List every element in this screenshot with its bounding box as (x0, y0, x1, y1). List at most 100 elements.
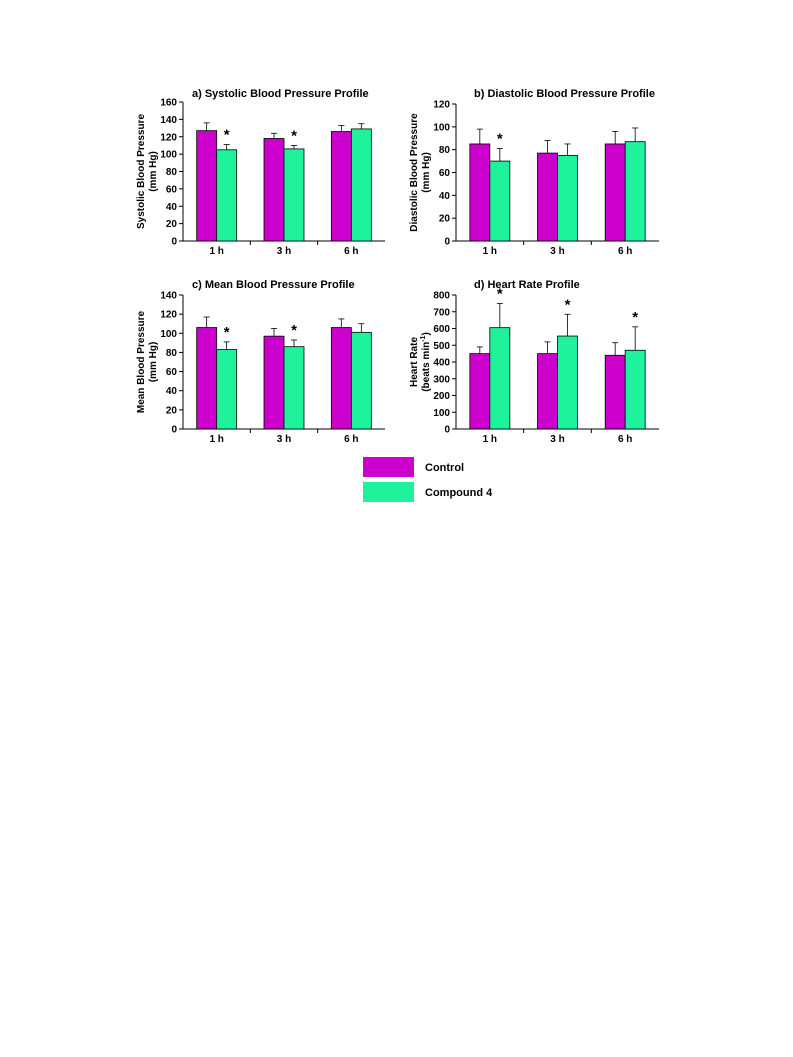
bar-compound4-6h (350, 331, 372, 430)
y-tick-label: 80 (166, 348, 178, 359)
bar-compound4-3h (283, 148, 305, 242)
y-tick-label: 140 (160, 115, 177, 126)
y-axis-label-line2: (mm Hg) (148, 342, 159, 383)
bar-compound4-6h (624, 349, 646, 430)
significance-star: * (632, 309, 638, 326)
bar-control-1h (469, 353, 491, 430)
x-tick-label: 6 h (344, 434, 358, 445)
y-tick-label: 100 (160, 329, 177, 340)
chart-title: b) Diastolic Blood Pressure Profile (474, 88, 655, 100)
bar-compound4-3h (557, 335, 578, 430)
y-axis-label: Heart Rate(beats min-1) (409, 332, 432, 392)
bar-control-1h (196, 130, 218, 242)
legend: Control Compound 4 (363, 457, 493, 502)
y-tick-label: 120 (433, 100, 450, 111)
y-axis-label-line2: (mm Hg) (421, 152, 432, 193)
x-tick-label: 6 h (618, 434, 632, 445)
y-axis-label-line1: Diastolic Blood Pressure (409, 113, 420, 232)
significance-star: * (497, 131, 503, 148)
chart-panel-a: a) Systolic Blood Pressure Profile Systol… (136, 88, 385, 257)
legend-label-compound4: Compound 4 (425, 487, 493, 499)
y-tick-label: 400 (433, 358, 450, 369)
x-tick-label: 1 h (209, 434, 223, 445)
y-tick-label: 300 (433, 374, 450, 385)
y-tick-label: 0 (171, 425, 177, 436)
chart-title: c) Mean Blood Pressure Profile (192, 279, 355, 291)
x-tick-label: 1 h (483, 434, 497, 445)
y-tick-label: 20 (166, 405, 178, 416)
significance-star: * (224, 324, 230, 341)
x-tick-label: 3 h (550, 246, 564, 257)
bar-compound4-1h (216, 349, 238, 430)
x-tick-label: 1 h (209, 246, 223, 257)
y-tick-label: 80 (439, 145, 451, 156)
y-tick-label: 160 (160, 98, 177, 109)
significance-star: * (497, 285, 503, 302)
y-axis-label-line2: (mm Hg) (148, 151, 159, 192)
legend-swatch-control (363, 457, 414, 477)
bar-compound4-6h (350, 128, 372, 242)
x-tick-label: 1 h (483, 246, 497, 257)
bar-compound4-3h (283, 346, 305, 430)
chart-panel-c: c) Mean Blood Pressure Profile Mean Blood… (136, 279, 385, 445)
x-tick-label: 3 h (550, 434, 564, 445)
y-tick-label: 0 (171, 237, 177, 248)
y-axis-label-line1: Systolic Blood Pressure (136, 114, 147, 229)
y-tick-label: 20 (166, 219, 178, 230)
chart-panel-b: b) Diastolic Blood Pressure Profile Diast… (409, 88, 659, 257)
bar-compound4-1h (489, 160, 511, 242)
y-tick-label: 80 (166, 167, 178, 178)
y-axis-label: Diastolic Blood Pressure(mm Hg) (409, 113, 432, 232)
bar-control-6h (330, 327, 352, 430)
bar-control-6h (604, 143, 626, 242)
y-tick-label: 700 (433, 307, 450, 318)
y-axis-label-close: ) (421, 332, 432, 335)
y-tick-label: 0 (444, 425, 450, 436)
bar-compound4-1h (489, 327, 511, 430)
y-tick-label: 600 (433, 324, 450, 335)
chart-title: d) Heart Rate Profile (474, 279, 580, 291)
y-axis-label-line1: Heart Rate (409, 337, 420, 387)
legend-label-control: Control (425, 462, 464, 474)
y-tick-label: 40 (166, 202, 178, 213)
bar-control-3h (537, 152, 558, 242)
y-tick-label: 40 (166, 386, 178, 397)
bar-compound4-6h (624, 141, 646, 242)
y-tick-label: 60 (439, 168, 451, 179)
y-tick-label: 100 (433, 122, 450, 133)
x-tick-label: 6 h (618, 246, 632, 257)
bar-control-1h (469, 143, 491, 242)
y-tick-label: 60 (166, 184, 178, 195)
significance-star: * (291, 127, 297, 144)
y-axis-label-line1: Mean Blood Pressure (136, 310, 147, 413)
chart-panel-d: d) Heart Rate Profile Heart Rate(beats mi… (409, 279, 659, 445)
y-tick-label: 800 (433, 291, 450, 302)
y-axis-label-line2: (beats min (421, 342, 432, 392)
y-tick-label: 200 (433, 391, 450, 402)
significance-star: * (224, 127, 230, 144)
y-axis-label: Systolic Blood Pressure(mm Hg) (136, 114, 159, 229)
y-axis-label: Mean Blood Pressure(mm Hg) (136, 310, 159, 413)
significance-star: * (565, 296, 571, 313)
bar-compound4-3h (557, 154, 578, 242)
legend-swatch-compound4 (363, 482, 414, 502)
y-tick-label: 120 (160, 132, 177, 143)
bar-control-3h (537, 353, 558, 430)
bar-control-6h (604, 354, 626, 430)
y-tick-label: 500 (433, 341, 450, 352)
y-tick-label: 100 (433, 408, 450, 419)
y-tick-label: 60 (166, 367, 178, 378)
bar-control-1h (196, 327, 218, 430)
bar-control-6h (330, 131, 352, 242)
y-tick-label: 20 (439, 214, 451, 225)
x-tick-label: 3 h (277, 434, 291, 445)
y-axis-label-superscript: -1 (420, 335, 427, 341)
x-tick-label: 3 h (277, 246, 291, 257)
x-tick-label: 6 h (344, 246, 358, 257)
bar-compound4-1h (216, 149, 238, 242)
y-tick-label: 40 (439, 191, 451, 202)
chart-title: a) Systolic Blood Pressure Profile (192, 88, 369, 100)
bar-control-3h (263, 138, 285, 242)
significance-star: * (291, 322, 297, 339)
y-tick-label: 0 (444, 237, 450, 248)
